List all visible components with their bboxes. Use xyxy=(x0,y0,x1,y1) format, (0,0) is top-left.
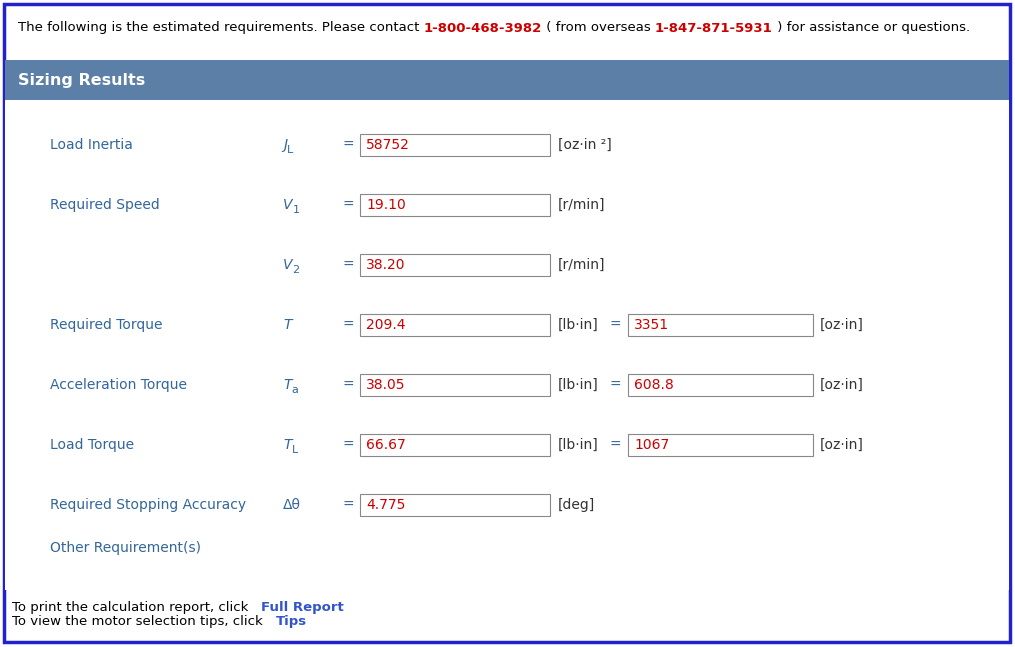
Text: Full Report: Full Report xyxy=(261,600,344,613)
Text: =: = xyxy=(343,438,354,452)
Text: J: J xyxy=(283,138,287,152)
Text: =: = xyxy=(343,318,354,332)
Text: Load Torque: Load Torque xyxy=(50,438,134,452)
Text: [lb·in]: [lb·in] xyxy=(558,438,599,452)
Text: 1-847-871-5931: 1-847-871-5931 xyxy=(655,21,772,34)
Text: Required Speed: Required Speed xyxy=(50,198,159,212)
Text: =: = xyxy=(343,498,354,512)
Text: =: = xyxy=(610,378,621,392)
Bar xyxy=(628,374,813,396)
Text: [r/min]: [r/min] xyxy=(558,258,606,272)
Bar xyxy=(360,194,550,216)
Text: =: = xyxy=(343,378,354,392)
Text: [oz·in]: [oz·in] xyxy=(820,318,864,332)
Text: 1-800-468-3982: 1-800-468-3982 xyxy=(423,21,542,34)
Text: 66.67: 66.67 xyxy=(366,438,406,452)
Bar xyxy=(360,314,550,336)
Text: The following is the estimated requirements. Please contact: The following is the estimated requireme… xyxy=(18,21,423,34)
Text: T: T xyxy=(283,438,291,452)
Text: =: = xyxy=(610,318,621,332)
Text: 2: 2 xyxy=(292,265,299,275)
Text: V: V xyxy=(283,258,292,272)
Text: Required Stopping Accuracy: Required Stopping Accuracy xyxy=(50,498,246,512)
Text: ) for assistance or questions.: ) for assistance or questions. xyxy=(772,21,969,34)
Text: [oz·in]: [oz·in] xyxy=(820,378,864,392)
Text: ( from overseas: ( from overseas xyxy=(542,21,655,34)
Text: T: T xyxy=(283,318,291,332)
Text: 58752: 58752 xyxy=(366,138,410,152)
Text: Tips: Tips xyxy=(275,615,307,628)
Bar xyxy=(360,434,550,456)
Text: 38.20: 38.20 xyxy=(366,258,406,272)
Bar xyxy=(360,134,550,156)
Bar xyxy=(360,374,550,396)
Text: 3351: 3351 xyxy=(634,318,669,332)
Text: [r/min]: [r/min] xyxy=(558,198,606,212)
Text: 4.775: 4.775 xyxy=(366,498,405,512)
Text: 209.4: 209.4 xyxy=(366,318,406,332)
Text: T: T xyxy=(283,378,291,392)
Text: [oz·in ²]: [oz·in ²] xyxy=(558,138,612,152)
Text: 608.8: 608.8 xyxy=(634,378,674,392)
Text: V: V xyxy=(283,198,292,212)
Text: Load Inertia: Load Inertia xyxy=(50,138,133,152)
Text: 1: 1 xyxy=(292,205,299,215)
Text: [oz·in]: [oz·in] xyxy=(820,438,864,452)
Text: Sizing Results: Sizing Results xyxy=(18,72,145,87)
Text: Required Torque: Required Torque xyxy=(50,318,162,332)
Text: L: L xyxy=(287,145,293,155)
Bar xyxy=(360,254,550,276)
Text: a: a xyxy=(291,385,298,395)
Text: [lb·in]: [lb·in] xyxy=(558,318,599,332)
Text: =: = xyxy=(610,438,621,452)
Text: To view the motor selection tips, click: To view the motor selection tips, click xyxy=(12,615,275,628)
Text: Δθ: Δθ xyxy=(283,498,301,512)
Text: 1067: 1067 xyxy=(634,438,669,452)
Text: =: = xyxy=(343,138,354,152)
Text: Other Requirement(s): Other Requirement(s) xyxy=(50,541,201,555)
Text: 19.10: 19.10 xyxy=(366,198,406,212)
Text: L: L xyxy=(291,445,297,455)
Text: =: = xyxy=(343,198,354,212)
Bar xyxy=(628,314,813,336)
Bar xyxy=(360,494,550,516)
Text: [deg]: [deg] xyxy=(558,498,595,512)
Text: [lb·in]: [lb·in] xyxy=(558,378,599,392)
Text: =: = xyxy=(343,258,354,272)
Bar xyxy=(5,100,1009,590)
Bar xyxy=(5,60,1009,100)
Text: 38.05: 38.05 xyxy=(366,378,406,392)
Text: Acceleration Torque: Acceleration Torque xyxy=(50,378,187,392)
Text: To print the calculation report, click: To print the calculation report, click xyxy=(12,600,261,613)
Bar xyxy=(628,434,813,456)
